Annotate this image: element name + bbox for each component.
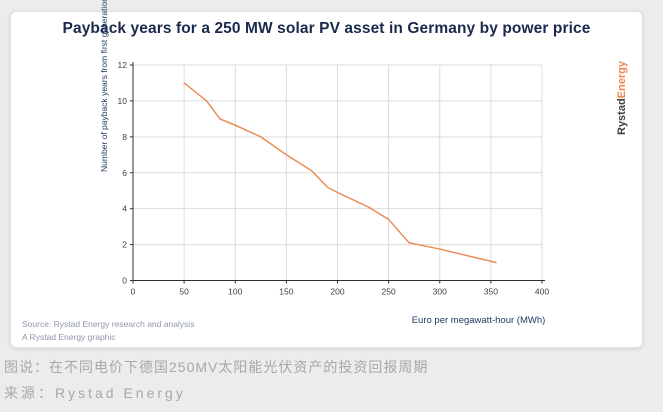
x-tick-label: 0	[131, 287, 136, 297]
source-note-line2: A Rystad Energy graphic	[22, 332, 116, 342]
caption-text: 在不同电价下德国250MV太阳能光伏资产的投资回报周期	[49, 359, 429, 375]
y-tick-label: 8	[122, 132, 127, 142]
y-tick-label: 10	[118, 96, 128, 106]
logo-part-energy: Energy	[616, 61, 628, 99]
line-chart-plot: 0 50 100 150 200 250 300 350 400 0 2 4 6 8 10 12	[118, 60, 550, 297]
chart-card: Payback years for a 250 MW solar PV asse…	[10, 0, 643, 348]
x-tick-label: 350	[484, 287, 498, 297]
x-axis-title: Euro per megawatt-hour (MWh)	[411, 315, 546, 326]
x-tick-label: 150	[279, 287, 293, 297]
payback-line	[183, 82, 497, 264]
caption-source-text: Rystad Energy	[55, 385, 186, 401]
y-tick-label: 4	[122, 204, 127, 214]
x-tick-label: 50	[179, 287, 189, 297]
x-tick-label: 250	[382, 287, 396, 297]
x-tick-label: 400	[535, 287, 549, 297]
caption-source: 来源：Rystad Energy	[4, 383, 186, 403]
caption-source-label: 来源：	[4, 385, 55, 401]
y-tick-label: 2	[122, 240, 127, 250]
chart-title: Payback years for a 250 MW solar PV asse…	[62, 20, 591, 37]
caption-label: 图说：	[4, 359, 49, 375]
caption-chinese: 图说：在不同电价下德国250MV太阳能光伏资产的投资回报周期	[4, 357, 428, 377]
y-tick-label: 0	[122, 276, 127, 286]
source-note-line1: Source: Rystad Energy research and analy…	[22, 319, 195, 329]
x-tick-label: 200	[330, 287, 344, 297]
x-tick-label: 300	[433, 287, 447, 297]
logo-part-rystad: Rystad	[616, 98, 628, 135]
rystad-energy-logo: RystadEnergy	[616, 61, 630, 135]
x-tick-label: 100	[228, 287, 242, 297]
y-tick-label: 6	[122, 168, 127, 178]
source-note: Source: Rystad Energy research and analy…	[22, 318, 194, 344]
y-tick-label: 12	[118, 60, 128, 70]
